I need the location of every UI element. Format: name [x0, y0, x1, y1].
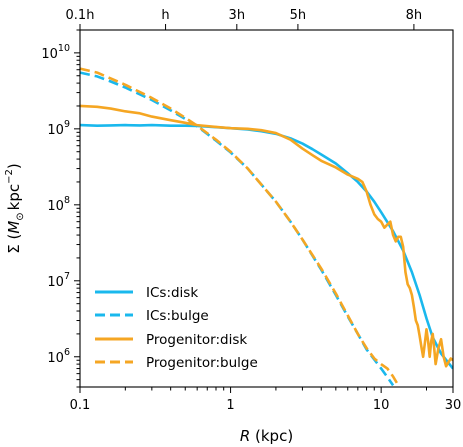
tick-layer [74, 24, 454, 393]
top-axis-tick-label: 0.1h [66, 8, 95, 23]
y-tick-label: 106 [47, 347, 70, 366]
y-tick-label: 108 [47, 195, 70, 214]
y-tick-label: 107 [47, 271, 70, 290]
y-tick-label: 1010 [41, 43, 70, 62]
legend-item-progenitor-bulge: Progenitor:bulge [95, 355, 258, 371]
legend-label-progenitor-bulge: Progenitor:bulge [146, 355, 258, 371]
series-line-progenitor-bulge [80, 67, 400, 387]
top-axis-tick-label: 5h [290, 8, 307, 23]
series-line-ics-disk [80, 123, 453, 370]
legend-item-progenitor-disk: Progenitor:disk [95, 332, 247, 348]
legend-label-ics-disk: ICs:disk [146, 285, 198, 301]
x-tick-label: 1 [226, 398, 234, 413]
tick-label-layer: 0.1 1 10 30 0.1h h 3h 5h 8h 106 107 108 109 1010 [41, 8, 461, 413]
series-layer [80, 67, 453, 387]
legend: ICs:disk ICs:bulge Progenitor:disk Proge… [95, 285, 258, 371]
legend-item-ics-disk: ICs:disk [95, 285, 198, 301]
legend-label-ics-bulge: ICs:bulge [146, 308, 209, 324]
y-tick-label: 109 [47, 119, 70, 138]
x-tick-label: 0.1 [70, 398, 91, 413]
legend-item-ics-bulge: ICs:bulge [95, 308, 209, 324]
legend-label-progenitor-disk: Progenitor:disk [146, 332, 247, 348]
y-axis-label: Σ (M⊙kpc−2) [4, 163, 26, 254]
x-tick-label: 10 [373, 398, 390, 413]
series-line-progenitor-disk [80, 104, 453, 368]
top-axis-tick-label: 3h [229, 8, 246, 23]
x-tick-label: 30 [445, 398, 462, 413]
top-axis-tick-label: h [161, 8, 169, 23]
top-axis-tick-label: 8h [406, 8, 423, 23]
x-axis-label: R (kpc) [240, 427, 293, 445]
